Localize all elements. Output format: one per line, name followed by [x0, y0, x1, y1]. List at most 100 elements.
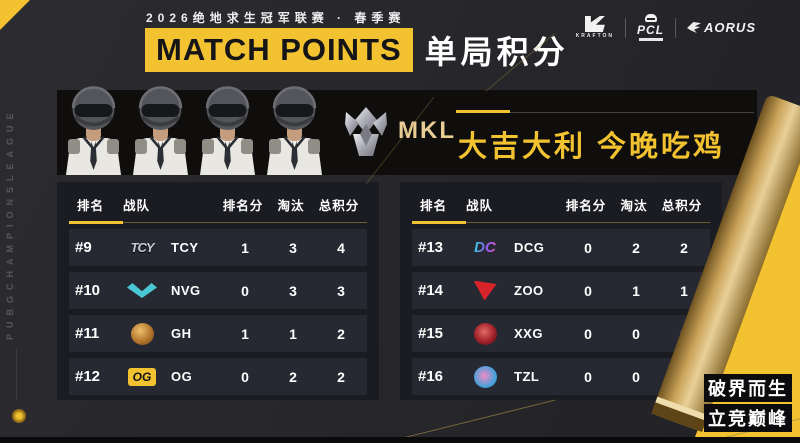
title-english: MATCH POINTS [145, 27, 413, 73]
placement-cell: 0 [241, 368, 249, 385]
aorus-label: AORUS [704, 20, 756, 35]
table-row: #12 OG OG 0 2 2 [69, 358, 367, 395]
player-avatar [66, 86, 121, 175]
table-row: #15 XXG 0 0 0 [412, 315, 710, 352]
rank-cell: #15 [418, 325, 444, 342]
og-team-logo-icon: OG [121, 367, 163, 386]
header-placement: 排名分 [222, 199, 264, 213]
footer-slogan-block: 2026 破界而生 立竞巅峰 [704, 348, 792, 432]
title-chinese: 单局积分 [424, 34, 569, 70]
rank-cell: #14 [418, 282, 444, 299]
header-rank: 排名 [420, 199, 448, 213]
rank-cell: #16 [418, 368, 444, 385]
player-avatar [133, 86, 188, 175]
logo-divider [675, 17, 677, 38]
footer-year: 2026 [735, 348, 792, 372]
mkl-team-tag: MKL [398, 117, 456, 144]
tcy-team-logo-icon: TCY [130, 240, 155, 255]
aorus-logo: AORUS [687, 20, 756, 35]
total-cell: 3 [337, 282, 345, 299]
banner-divider [456, 112, 754, 113]
placement-cell: 1 [241, 239, 249, 256]
league-subtitle: 2026绝地求生冠军联赛 · 春季赛 [146, 11, 406, 25]
gold-badge-icon [12, 409, 26, 423]
header-elims: 淘汰 [620, 199, 648, 213]
placement-cell: 0 [241, 282, 249, 299]
corner-accent [0, 0, 30, 30]
header-total: 总积分 [318, 199, 360, 213]
player-avatar [267, 86, 322, 175]
table-row: #14 ZOO 0 1 1 [412, 272, 710, 309]
footer-slogan-line2: 立竞巅峰 [704, 404, 792, 432]
elims-cell: 2 [289, 368, 297, 385]
banner-divider-accent [456, 110, 510, 113]
total-cell: 2 [680, 239, 688, 256]
placement-cell: 0 [584, 368, 592, 385]
nvg-team-logo-icon [121, 283, 163, 298]
table-row: #10 NVG 0 3 3 [69, 272, 367, 309]
mkl-team-logo-icon [345, 107, 387, 156]
placement-cell: 0 [584, 239, 592, 256]
elims-cell: 0 [632, 325, 640, 342]
footer-slogan-line1: 破界而生 [704, 374, 792, 402]
xxg-team-logo-icon [464, 322, 506, 345]
header-rank: 排名 [77, 199, 105, 213]
placement-cell: 1 [241, 325, 249, 342]
header-total: 总积分 [661, 199, 703, 213]
krafton-logo: KRAFTON [576, 16, 614, 39]
rank-cell: #10 [75, 282, 101, 299]
diagonal-line [390, 399, 556, 442]
pcl-logo: PCL [637, 14, 664, 41]
zoo-team-logo-icon [464, 280, 506, 301]
team-tag: TZL [514, 369, 540, 384]
header-team: 战队 [123, 199, 151, 213]
elims-cell: 0 [632, 368, 640, 385]
rank-cell: #13 [418, 239, 444, 256]
krafton-k-icon [584, 16, 605, 32]
elims-cell: 1 [632, 282, 640, 299]
rank-cell: #9 [75, 239, 92, 256]
header-elims: 淘汰 [277, 199, 305, 213]
sponsor-logos: KRAFTON PCL AORUS [576, 14, 756, 41]
rank-cell: #11 [75, 325, 100, 342]
total-cell: 2 [337, 368, 345, 385]
team-tag: XXG [514, 326, 543, 341]
player-avatar [200, 86, 255, 175]
team-tag: OG [171, 369, 193, 384]
krafton-label: KRAFTON [575, 33, 615, 39]
pcl-label: PCL [637, 23, 665, 37]
team-tag: NVG [171, 283, 201, 298]
side-divider [16, 348, 17, 400]
pcl-helmet-icon [644, 14, 657, 22]
side-league-text: PUBGCHAMPIONSLEAGUE [5, 107, 15, 340]
points-table-left: 排名 战队 排名分 淘汰 总积分 #9 TCY TCY 1 3 4 #10 NV… [57, 182, 379, 400]
table-row: #11 GH 1 1 2 [69, 315, 367, 352]
placement-cell: 0 [584, 325, 592, 342]
aorus-falcon-icon [687, 22, 702, 33]
elims-cell: 2 [632, 239, 640, 256]
elims-cell: 3 [289, 239, 297, 256]
table-row: #13 DC DCG 0 2 2 [412, 229, 710, 266]
tzl-team-logo-icon [464, 365, 506, 388]
table-header: 排名 战队 排名分 淘汰 总积分 [412, 192, 710, 224]
team-tag: DCG [514, 240, 545, 255]
logo-divider [625, 17, 627, 38]
team-tag: GH [171, 326, 192, 341]
bottom-strip [0, 437, 800, 443]
placement-cell: 0 [584, 282, 592, 299]
total-cell: 4 [337, 239, 345, 256]
player-avatars [60, 83, 328, 175]
header-placement: 排名分 [565, 199, 607, 213]
total-cell: 1 [680, 282, 688, 299]
banner-slogan: 大吉大利 今晚吃鸡 [458, 131, 726, 163]
rank-cell: #12 [75, 368, 101, 385]
page-title: MATCH POINTS 单局积分 [145, 27, 569, 73]
total-cell: 2 [337, 325, 345, 342]
table-header: 排名 战队 排名分 淘汰 总积分 [69, 192, 367, 224]
team-tag: ZOO [514, 283, 544, 298]
dcg-team-logo-icon: DC [474, 239, 496, 256]
elims-cell: 1 [289, 325, 297, 342]
pcl-strip [638, 38, 663, 41]
table-row: #9 TCY TCY 1 3 4 [69, 229, 367, 266]
